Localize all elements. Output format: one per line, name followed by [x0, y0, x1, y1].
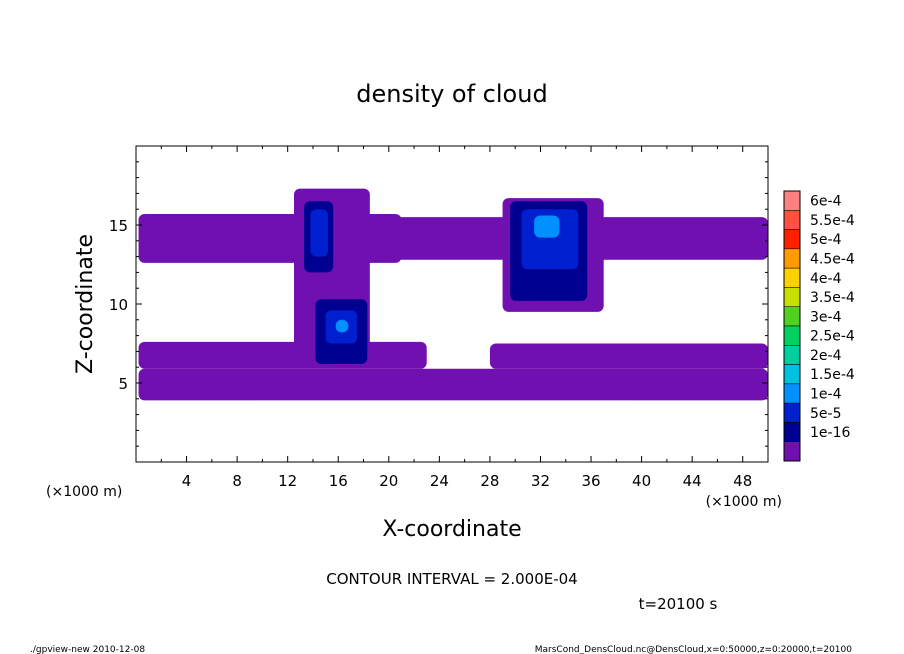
density-region-1e-16	[489, 343, 768, 369]
colorbar-label: 5.5e-4	[810, 213, 855, 229]
plot-frame	[135, 145, 769, 463]
x-tick-label: 32	[531, 472, 550, 490]
colorbar-swatch	[783, 306, 801, 327]
y-tick-label: 5	[118, 375, 128, 393]
footer-left: ./gpview-new 2010-12-08	[30, 645, 145, 654]
colorbar-label: 6e-4	[810, 194, 842, 210]
density-region-1e-16	[138, 368, 768, 401]
colorbar-swatch	[783, 210, 801, 230]
density-region-1e-4	[310, 209, 329, 257]
colorbar-swatch	[783, 364, 801, 385]
colorbar-label: 2e-4	[810, 348, 842, 364]
colorbar-label: 3e-4	[810, 309, 842, 325]
x-unit-left: (×1000 m)	[46, 484, 122, 500]
x-tick-label: 8	[232, 472, 242, 490]
colorbar-swatch	[783, 422, 801, 442]
x-tick-label: 24	[430, 472, 449, 490]
colorbar-swatch	[783, 267, 801, 288]
colorbar-label: 1e-16	[810, 425, 850, 441]
colorbar-swatch	[783, 229, 801, 250]
density-region-1.5e-4	[534, 215, 560, 238]
colorbar-swatch	[783, 345, 801, 365]
x-tick-label: 12	[278, 472, 297, 490]
contour-interval: CONTOUR INTERVAL = 2.000E-04	[326, 570, 577, 588]
footer-right: MarsCond_DensCloud.nc@DensCloud,x=0:5000…	[535, 645, 852, 654]
y-tick-label: 10	[109, 296, 128, 314]
colorbar-swatch	[783, 402, 801, 423]
y-axis-ticks: 5 10 15	[109, 161, 768, 447]
y-tick-label: 15	[109, 217, 128, 235]
x-tick-label: 48	[733, 472, 752, 490]
colorbar-swatch	[783, 383, 801, 404]
x-axis-label: X-coordinate	[382, 517, 521, 542]
colorbar-label: 1e-4	[810, 387, 842, 403]
x-unit-right: (×1000 m)	[706, 494, 782, 510]
y-axis-label: Z-coordinate	[73, 234, 98, 374]
colorbar-swatch	[783, 248, 801, 269]
colorbar-swatch	[783, 287, 801, 307]
colorbar-label: 1.5e-4	[810, 367, 855, 383]
time-label: t=20100 s	[639, 595, 718, 613]
x-tick-label: 16	[329, 472, 348, 490]
density-region-1e-16	[138, 341, 427, 369]
density-region-1.5e-4	[335, 319, 349, 333]
x-tick-label: 44	[683, 472, 702, 490]
colorbar-label: 4e-4	[810, 271, 842, 287]
x-tick-label: 28	[480, 472, 499, 490]
colorbar-swatch	[783, 190, 801, 211]
colorbar-frame	[783, 190, 801, 462]
colorbar-label: 2.5e-4	[810, 329, 855, 345]
x-tick-label: 20	[379, 472, 398, 490]
colorbar: 6e-4 5.5e-4 5e-4 4.5e-4 4e-4 3.5e-4 3e-4 2.5e-4…	[783, 190, 855, 462]
colorbar-swatch	[783, 441, 801, 462]
colorbar-label: 4.5e-4	[810, 252, 855, 268]
x-axis-ticks: 4 8 12 16 20 24 28 32 36 40 44 48	[160, 146, 752, 490]
chart-title: density of cloud	[356, 80, 547, 108]
x-tick-label: 4	[182, 472, 192, 490]
colorbar-label: 5e-5	[810, 406, 841, 422]
density-regions	[138, 188, 768, 401]
colorbar-label: 3.5e-4	[810, 290, 855, 306]
colorbar-label: 5e-4	[810, 232, 842, 248]
colorbar-swatch	[783, 325, 801, 346]
x-tick-label: 36	[581, 472, 600, 490]
x-tick-label: 40	[632, 472, 651, 490]
